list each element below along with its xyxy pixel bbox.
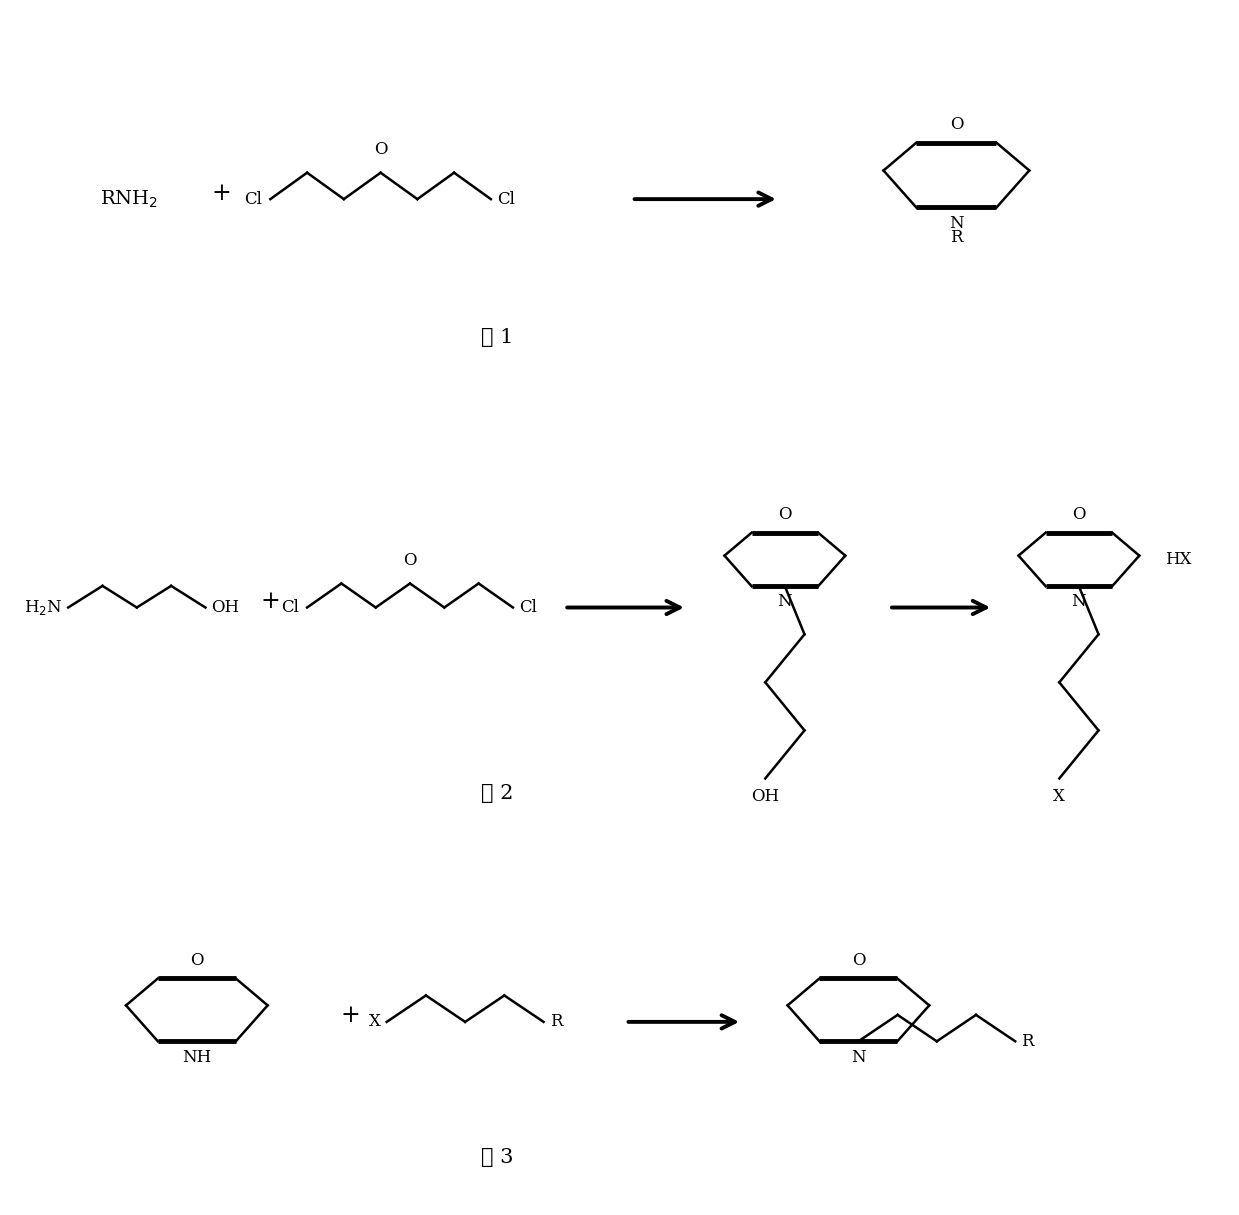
Text: X: X <box>1053 789 1066 806</box>
Text: Cl: Cl <box>519 599 536 616</box>
Text: NH: NH <box>182 1049 212 1066</box>
Text: Cl: Cl <box>497 191 515 208</box>
Text: Cl: Cl <box>281 599 299 616</box>
Text: N: N <box>1072 593 1087 610</box>
Text: O: O <box>403 552 416 569</box>
Text: N: N <box>851 1049 866 1066</box>
Text: 图 1: 图 1 <box>481 328 513 346</box>
Text: 图 3: 图 3 <box>481 1148 513 1168</box>
Text: N: N <box>778 593 792 610</box>
Text: O: O <box>851 951 865 968</box>
Text: H$_2$N: H$_2$N <box>24 598 62 617</box>
Text: +: + <box>212 181 232 204</box>
Text: O: O <box>1072 505 1085 522</box>
Text: X: X <box>369 1013 380 1030</box>
Text: +: + <box>339 1005 359 1028</box>
Text: OH: OH <box>751 789 779 806</box>
Text: O: O <box>190 951 203 968</box>
Text: +: + <box>260 590 280 614</box>
Text: O: O <box>778 505 792 522</box>
Text: R: R <box>950 230 963 247</box>
Text: O: O <box>374 141 388 158</box>
Text: Cl: Cl <box>244 191 261 208</box>
Text: HX: HX <box>1165 550 1191 567</box>
Text: OH: OH <box>212 599 239 616</box>
Text: R: R <box>1021 1033 1033 1050</box>
Text: O: O <box>949 117 963 134</box>
Text: R: R <box>550 1013 563 1030</box>
Text: 图 2: 图 2 <box>481 784 513 803</box>
Text: RNH$_2$: RNH$_2$ <box>100 188 159 210</box>
Text: N: N <box>949 215 964 232</box>
